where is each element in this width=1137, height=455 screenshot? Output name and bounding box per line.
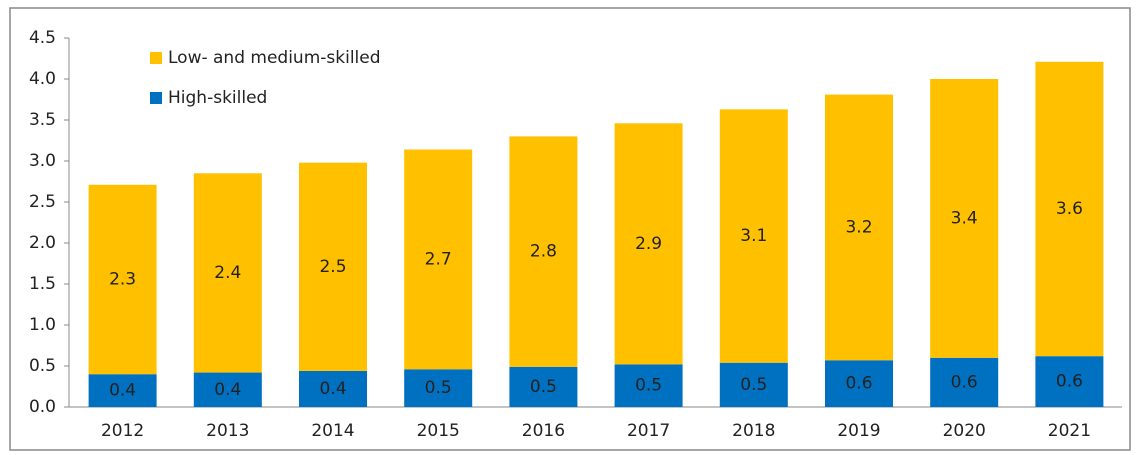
bar-segment [1035,61,1104,357]
bar-segment [88,184,157,375]
bar-segment [193,372,262,407]
y-tick-label: 1.5 [29,274,56,294]
bar-segment [509,136,578,367]
legend-label: Low- and medium-skilled [168,48,381,68]
legend-swatch [150,52,162,64]
data-label: 0.6 [1056,372,1083,392]
bar-segment [930,79,999,358]
x-tick-label: 2016 [522,421,565,441]
data-label: 0.5 [635,376,662,396]
y-tick-label: 2.5 [29,192,56,212]
y-tick-label: 3.0 [29,151,56,171]
y-tick-label: 3.5 [29,110,56,130]
y-tick-label: 4.5 [29,28,56,48]
x-tick-label: 2019 [837,421,880,441]
y-tick-label: 0.0 [29,397,56,417]
data-label: 3.2 [845,217,872,237]
data-label: 0.4 [319,379,346,399]
y-tick-label: 1.0 [29,315,56,335]
bar-segment [193,173,262,373]
bar-segment [825,360,893,407]
data-label: 2.3 [109,269,136,289]
data-label: 0.5 [425,378,452,398]
bar-segment [719,362,788,407]
bar-segment [1035,356,1104,407]
data-label: 0.5 [530,377,557,397]
legend-swatch [150,92,162,104]
bar-segment [299,162,367,371]
data-label: 3.6 [1056,199,1083,219]
data-label: 2.7 [425,249,452,269]
x-tick-label: 2012 [101,421,144,441]
bar-segment [299,370,367,407]
bar-segment [614,364,683,407]
data-label: 2.9 [635,234,662,254]
data-label: 0.5 [740,375,767,395]
data-label: 3.4 [951,208,978,228]
x-tick-label: 2015 [417,421,460,441]
y-tick-label: 4.0 [29,69,56,89]
data-label: 3.1 [740,226,767,246]
x-tick-label: 2020 [943,421,986,441]
y-tick-label: 2.0 [29,233,56,253]
data-label: 0.6 [951,372,978,392]
y-tick-label: 0.5 [29,356,56,376]
x-tick-label: 2021 [1048,421,1091,441]
legend-label: High-skilled [168,88,267,108]
data-label: 0.6 [845,374,872,394]
data-label: 2.8 [530,242,557,262]
data-label: 0.4 [214,380,241,400]
bar-segment [88,374,157,407]
data-label: 2.4 [214,263,241,283]
bar-segment [509,366,578,407]
x-tick-label: 2017 [627,421,670,441]
bar-segment [825,94,893,361]
data-label: 0.4 [109,381,136,401]
bar-segment [930,357,999,407]
x-tick-label: 2013 [206,421,249,441]
bar-segment [404,149,473,370]
bar-segment [404,369,473,407]
data-label: 2.5 [319,257,346,277]
chart-border [9,7,1131,451]
x-tick-label: 2018 [732,421,775,441]
x-tick-label: 2014 [311,421,354,441]
bar-segment [614,123,683,365]
bar-segment [719,109,788,363]
